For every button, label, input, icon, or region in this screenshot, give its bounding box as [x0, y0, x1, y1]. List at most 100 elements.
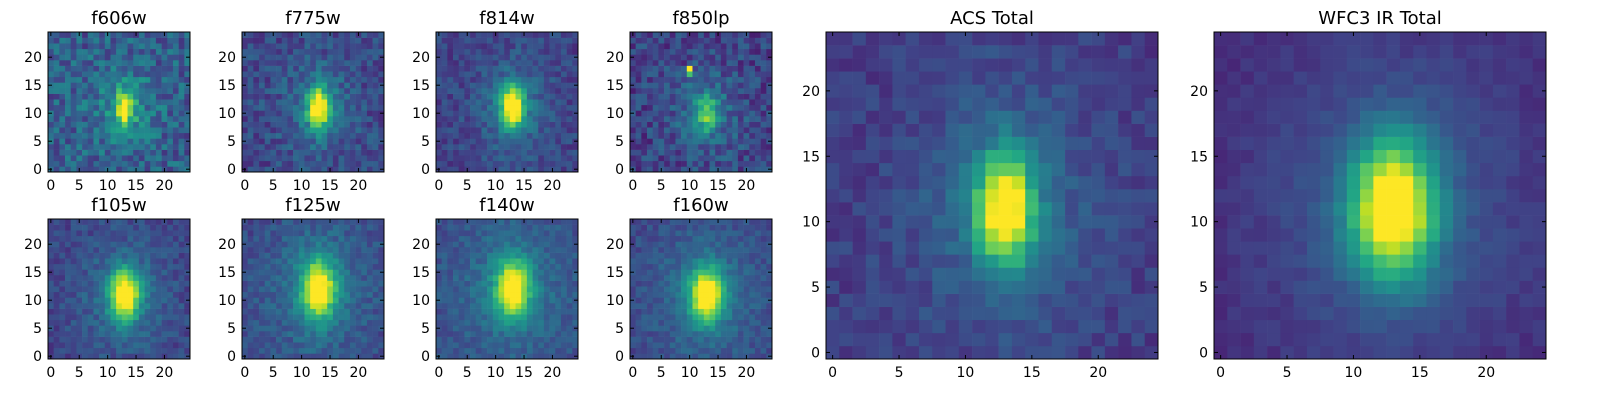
heatmap-cell [458, 82, 465, 89]
heatmap-cell [560, 121, 567, 128]
heatmap-cell [470, 347, 477, 354]
heatmap-cell [630, 319, 636, 326]
heatmap-cell [127, 230, 134, 237]
heatmap-cell [504, 93, 511, 100]
heatmap-cell [287, 127, 294, 134]
heatmap-cell [259, 336, 266, 343]
heatmap-cell [647, 336, 654, 343]
heatmap-cell [178, 325, 185, 332]
heatmap-cell [470, 224, 477, 231]
heatmap-cell [259, 48, 266, 55]
heatmap-cell [121, 241, 128, 248]
heatmap-cell [76, 155, 83, 162]
heatmap-cell [332, 297, 339, 304]
heatmap-cell [487, 235, 494, 242]
heatmap-cell [338, 32, 345, 38]
heatmap-cell [138, 342, 145, 349]
heatmap-cell [447, 144, 454, 150]
heatmap-cell [492, 88, 499, 94]
heatmap-cell [372, 241, 379, 248]
heatmap-cell [749, 116, 756, 122]
heatmap-cell [110, 275, 117, 281]
heatmap-cell [138, 110, 145, 117]
heatmap-cell [121, 144, 128, 150]
heatmap-cell [281, 54, 288, 61]
heatmap-cell [669, 37, 676, 44]
heatmap-cell [138, 258, 145, 265]
heatmap-cell [53, 269, 60, 276]
heatmap-cell [703, 314, 710, 321]
heatmap-cell [270, 230, 277, 237]
heatmap-cell [59, 160, 66, 167]
heatmap-cell [144, 138, 151, 145]
heatmap-cell [715, 342, 722, 349]
heatmap-cell [349, 166, 356, 173]
heatmap-cell [481, 48, 488, 55]
heatmap-cell [664, 336, 671, 343]
heatmap-cell [715, 314, 722, 321]
heatmap-cell [549, 116, 556, 122]
heatmap-cell [732, 280, 739, 287]
heatmap-cell [293, 54, 300, 61]
heatmap-cell [264, 93, 271, 100]
heatmap-cell [709, 314, 716, 321]
heatmap-cell [652, 291, 659, 298]
heatmap-cell [53, 48, 60, 55]
heatmap-cell [709, 269, 716, 276]
heatmap-cell [178, 331, 185, 337]
heatmap-cell [349, 331, 356, 337]
heatmap-cell [53, 353, 60, 360]
heatmap-cell [242, 319, 248, 326]
heatmap-cell [737, 138, 744, 145]
heatmap-cell [737, 76, 744, 83]
heatmap-cell [641, 37, 648, 44]
heatmap-cell [172, 303, 179, 309]
heatmap-cell [247, 76, 254, 83]
heatmap-cell [378, 99, 385, 106]
heatmap-cell [332, 48, 339, 55]
heatmap-cell [82, 121, 89, 128]
heatmap-cell [487, 48, 494, 55]
heatmap-cell [310, 76, 317, 83]
heatmap-cell [372, 314, 379, 321]
heatmap-cell [82, 76, 89, 83]
heatmap-cell [127, 314, 134, 321]
heatmap-cell [669, 303, 676, 309]
heatmap-cell [743, 104, 750, 111]
heatmap-cell [453, 93, 460, 100]
heatmap-cell [276, 303, 283, 309]
heatmap-cell [515, 303, 522, 309]
heatmap-cell [178, 347, 185, 354]
heatmap-cell [458, 32, 465, 38]
heatmap-cell [259, 263, 266, 270]
heatmap-cell [532, 286, 539, 293]
heatmap-cell [133, 104, 140, 111]
heatmap-cell [686, 269, 693, 276]
heatmap-cell [475, 88, 482, 94]
heatmap-cell [167, 138, 174, 145]
heatmap-cell [293, 48, 300, 55]
heatmap-cell [560, 258, 567, 265]
heatmap-cell [692, 37, 699, 44]
heatmap-cell [715, 104, 722, 111]
heatmap-cell [167, 224, 174, 231]
heatmap-cell [543, 127, 550, 134]
heatmap-cell [492, 258, 499, 265]
heatmap-cell [566, 319, 573, 326]
heatmap-cell [526, 32, 533, 38]
heatmap-cell [361, 308, 368, 315]
heatmap-cell [155, 325, 162, 332]
heatmap-cell [144, 347, 151, 354]
heatmap-cell [675, 347, 682, 354]
heatmap-cell [692, 331, 699, 337]
heatmap-cell [635, 99, 642, 106]
heatmap-cell [259, 342, 266, 349]
heatmap-cell [144, 144, 151, 150]
heatmap-cell [526, 82, 533, 89]
heatmap-cell [315, 121, 322, 128]
heatmap-cell [349, 224, 356, 231]
heatmap-cell [652, 269, 659, 276]
heatmap-cell [161, 60, 168, 66]
x-tick-label: 15 [515, 178, 533, 194]
heatmap-cell [253, 325, 260, 332]
